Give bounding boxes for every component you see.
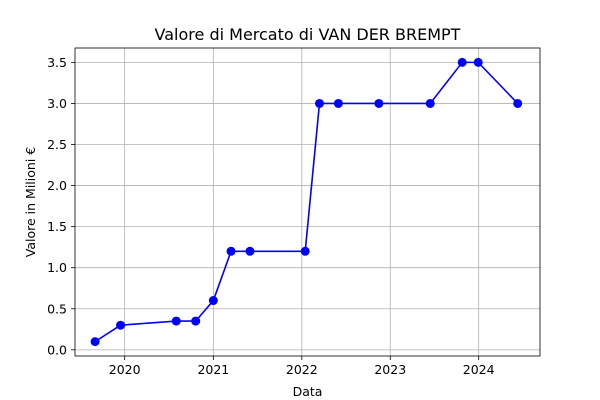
x-tick-label: 2024 xyxy=(463,362,495,377)
series-layer xyxy=(90,57,523,347)
y-tick-label: 3.5 xyxy=(47,55,67,70)
data-point xyxy=(457,57,467,67)
data-point xyxy=(300,246,310,256)
data-point xyxy=(171,316,181,326)
series-line xyxy=(94,61,519,343)
data-point xyxy=(513,98,523,108)
data-point xyxy=(314,98,324,108)
data-point xyxy=(90,337,100,347)
x-tick-label: 2022 xyxy=(286,362,318,377)
data-point xyxy=(425,98,435,108)
x-tick-label: 2021 xyxy=(197,362,229,377)
data-point xyxy=(226,246,236,256)
y-tick-label: 0.0 xyxy=(47,342,67,357)
y-tick-label: 1.0 xyxy=(47,260,67,275)
x-axis-label: Data xyxy=(293,384,323,399)
axis-ticks: 2020 2021 2022 2023 2024 0.0 0.5 1.0 1.5 2.0 2.5 3.… xyxy=(47,55,495,377)
x-tick-label: 2020 xyxy=(109,362,141,377)
grid xyxy=(75,48,540,356)
y-tick-label: 0.5 xyxy=(47,301,67,316)
data-point xyxy=(208,296,218,306)
data-point xyxy=(245,246,255,256)
data-point xyxy=(333,98,343,108)
y-tick-label: 1.5 xyxy=(47,219,67,234)
data-point xyxy=(116,320,126,330)
y-tick-label: 2.5 xyxy=(47,137,67,152)
chart-title: Valore di Mercato di VAN DER BREMPT xyxy=(155,25,461,44)
y-axis-label: Valore in Milioni € xyxy=(23,147,38,257)
plot-frame xyxy=(74,47,541,357)
x-tick-label: 2023 xyxy=(374,362,406,377)
y-tick-label: 2.0 xyxy=(47,178,67,193)
data-point xyxy=(374,98,384,108)
data-point xyxy=(191,316,201,326)
y-tick-label: 3.0 xyxy=(47,96,67,111)
data-point xyxy=(473,57,483,67)
